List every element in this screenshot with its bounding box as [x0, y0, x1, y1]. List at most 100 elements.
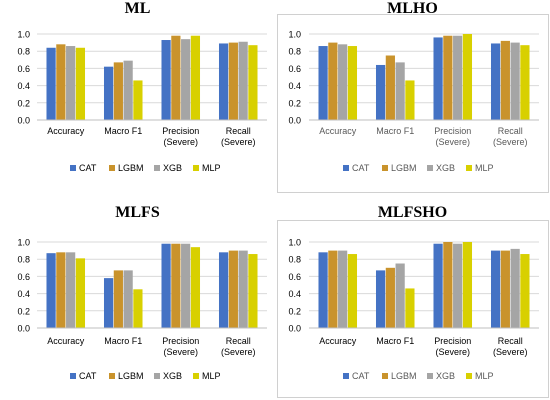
- mlfs-bar-lgbm: [171, 243, 181, 328]
- mlfs-legend-swatch-xgb: [154, 373, 160, 379]
- mlho-bar-cat: [433, 37, 443, 120]
- mlho-ytick-label: 1.0: [288, 30, 301, 40]
- mlfs-bar-lgbm: [56, 252, 66, 328]
- mlho-bar-mlp: [347, 46, 358, 120]
- mlfsho-bar-cat: [375, 270, 386, 328]
- mlfs-bar-cat: [218, 252, 229, 328]
- mlho-bar-mlp: [462, 34, 473, 120]
- mlfs-ytick-label: 1.0: [17, 238, 30, 248]
- mlho-category-label: (Severe): [493, 137, 528, 147]
- mlho-bar-xgb: [510, 42, 520, 120]
- ml-ytick-label: 0.0: [17, 116, 30, 126]
- mlfsho-legend-label: XGB: [436, 371, 455, 381]
- mlho-bar-lgbm: [328, 42, 338, 120]
- mlho-bar-lgbm: [443, 35, 453, 120]
- mlho-legend-swatch-cat: [343, 165, 349, 171]
- ml-legend-swatch-lgbm: [109, 165, 115, 171]
- mlfs-bar-mlp: [190, 247, 201, 328]
- mlfsho-ytick-label: 0.6: [288, 272, 301, 282]
- mlfs-legend-swatch-lgbm: [109, 373, 115, 379]
- mlfs-bar-lgbm: [113, 270, 123, 328]
- mlho-category-label: (Severe): [435, 137, 470, 147]
- mlfs-legend-swatch-mlp: [193, 373, 199, 379]
- ml-bar-lgbm: [228, 42, 238, 120]
- chart-title-mlho: MLHO: [387, 0, 438, 17]
- mlfs-category-label: (Severe): [221, 347, 256, 357]
- mlho-bar-lgbm: [385, 55, 395, 120]
- mlfs-ytick-label: 0.2: [17, 306, 30, 316]
- mlfsho-bar-cat: [318, 252, 328, 328]
- mlfs-bar-mlp: [248, 254, 258, 328]
- mlfsho-bar-lgbm: [443, 242, 453, 328]
- mlho-bar-xgb: [395, 62, 405, 120]
- mlho-category-label: Precision: [434, 126, 471, 136]
- mlfs-category-label: Precision: [162, 336, 199, 346]
- mlho-bar-cat: [318, 46, 328, 120]
- mlho-bar-xgb: [453, 35, 463, 120]
- chart-title-ml: ML: [124, 0, 151, 17]
- mlfsho-ytick-label: 0.2: [288, 306, 301, 316]
- ml-legend-label: CAT: [79, 163, 97, 173]
- mlfsho-legend-swatch-mlp: [466, 373, 472, 379]
- ml-category-label: Recall: [226, 126, 251, 136]
- chart-title-mlfsho: MLFSHO: [377, 204, 448, 221]
- mlho-legend-swatch-mlp: [466, 165, 472, 171]
- mlho-legend-swatch-xgb: [427, 165, 433, 171]
- mlfsho-legend-label: MLP: [475, 371, 494, 381]
- mlho-legend-label: CAT: [352, 163, 370, 173]
- mlfs-ytick-label: 0.0: [17, 324, 30, 334]
- ml-bar-mlp: [133, 80, 143, 120]
- ml-ytick-label: 0.8: [17, 47, 30, 57]
- mlfs-legend-label: XGB: [163, 371, 182, 381]
- chart-frame-mlfsho: [277, 220, 549, 398]
- ml-bar-mlp: [75, 47, 86, 121]
- chart-title-mlfs: MLFS: [115, 204, 160, 221]
- mlfsho-category-label: Macro F1: [376, 336, 414, 346]
- ml-bar-mlp: [248, 45, 258, 120]
- mlfs-category-label: Macro F1: [104, 336, 142, 346]
- mlho-ytick-label: 0.0: [288, 116, 301, 126]
- mlfsho-category-label: Recall: [498, 336, 523, 346]
- mlfsho-bar-xgb: [395, 263, 405, 328]
- mlfsho-bar-mlp: [462, 242, 473, 328]
- mlho-bar-xgb: [338, 44, 348, 120]
- mlfs-legend-label: MLP: [202, 371, 221, 381]
- ml-ytick-label: 0.6: [17, 64, 30, 74]
- ml-bar-xgb: [181, 39, 191, 120]
- ml-ytick-label: 0.4: [17, 81, 30, 91]
- mlho-ytick-label: 0.8: [288, 47, 301, 57]
- mlfsho-ytick-label: 1.0: [288, 238, 301, 248]
- ml-category-label: (Severe): [221, 137, 256, 147]
- mlho-ytick-label: 0.2: [288, 98, 301, 108]
- mlfsho-bar-xgb: [338, 250, 348, 328]
- mlfs-ytick-label: 0.4: [17, 289, 30, 299]
- mlfs-bar-cat: [46, 253, 56, 328]
- ml-bar-cat: [218, 43, 229, 120]
- mlfsho-bar-lgbm: [385, 267, 395, 328]
- mlho-bar-cat: [490, 43, 501, 120]
- mlfsho-bar-xgb: [453, 243, 463, 328]
- ml-legend-swatch-mlp: [193, 165, 199, 171]
- ml-category-label: Macro F1: [104, 126, 142, 136]
- mlfsho-bar-lgbm: [328, 250, 338, 328]
- ml-bar-xgb: [66, 46, 76, 120]
- ml-legend-swatch-cat: [70, 165, 76, 171]
- mlfsho-category-label: (Severe): [435, 347, 470, 357]
- ml-bar-cat: [161, 40, 171, 120]
- ml-legend-label: LGBM: [118, 163, 144, 173]
- mlfsho-bar-lgbm: [500, 250, 510, 328]
- mlho-legend-swatch-lgbm: [382, 165, 388, 171]
- mlho-bar-mlp: [520, 45, 530, 120]
- mlfs-bar-lgbm: [228, 250, 238, 328]
- mlfsho-category-label: Accuracy: [319, 336, 357, 346]
- mlfsho-bar-mlp: [405, 288, 415, 328]
- mlfs-category-label: (Severe): [163, 347, 198, 357]
- ml-ytick-label: 1.0: [17, 30, 30, 40]
- mlfsho-category-label: Precision: [434, 336, 471, 346]
- mlho-ytick-label: 0.4: [288, 81, 301, 91]
- ml-category-label: Accuracy: [47, 126, 85, 136]
- ml-legend-swatch-xgb: [154, 165, 160, 171]
- ml-ytick-label: 0.2: [17, 98, 30, 108]
- chart-frame-mlho: [277, 14, 549, 193]
- ml-legend-label: XGB: [163, 163, 182, 173]
